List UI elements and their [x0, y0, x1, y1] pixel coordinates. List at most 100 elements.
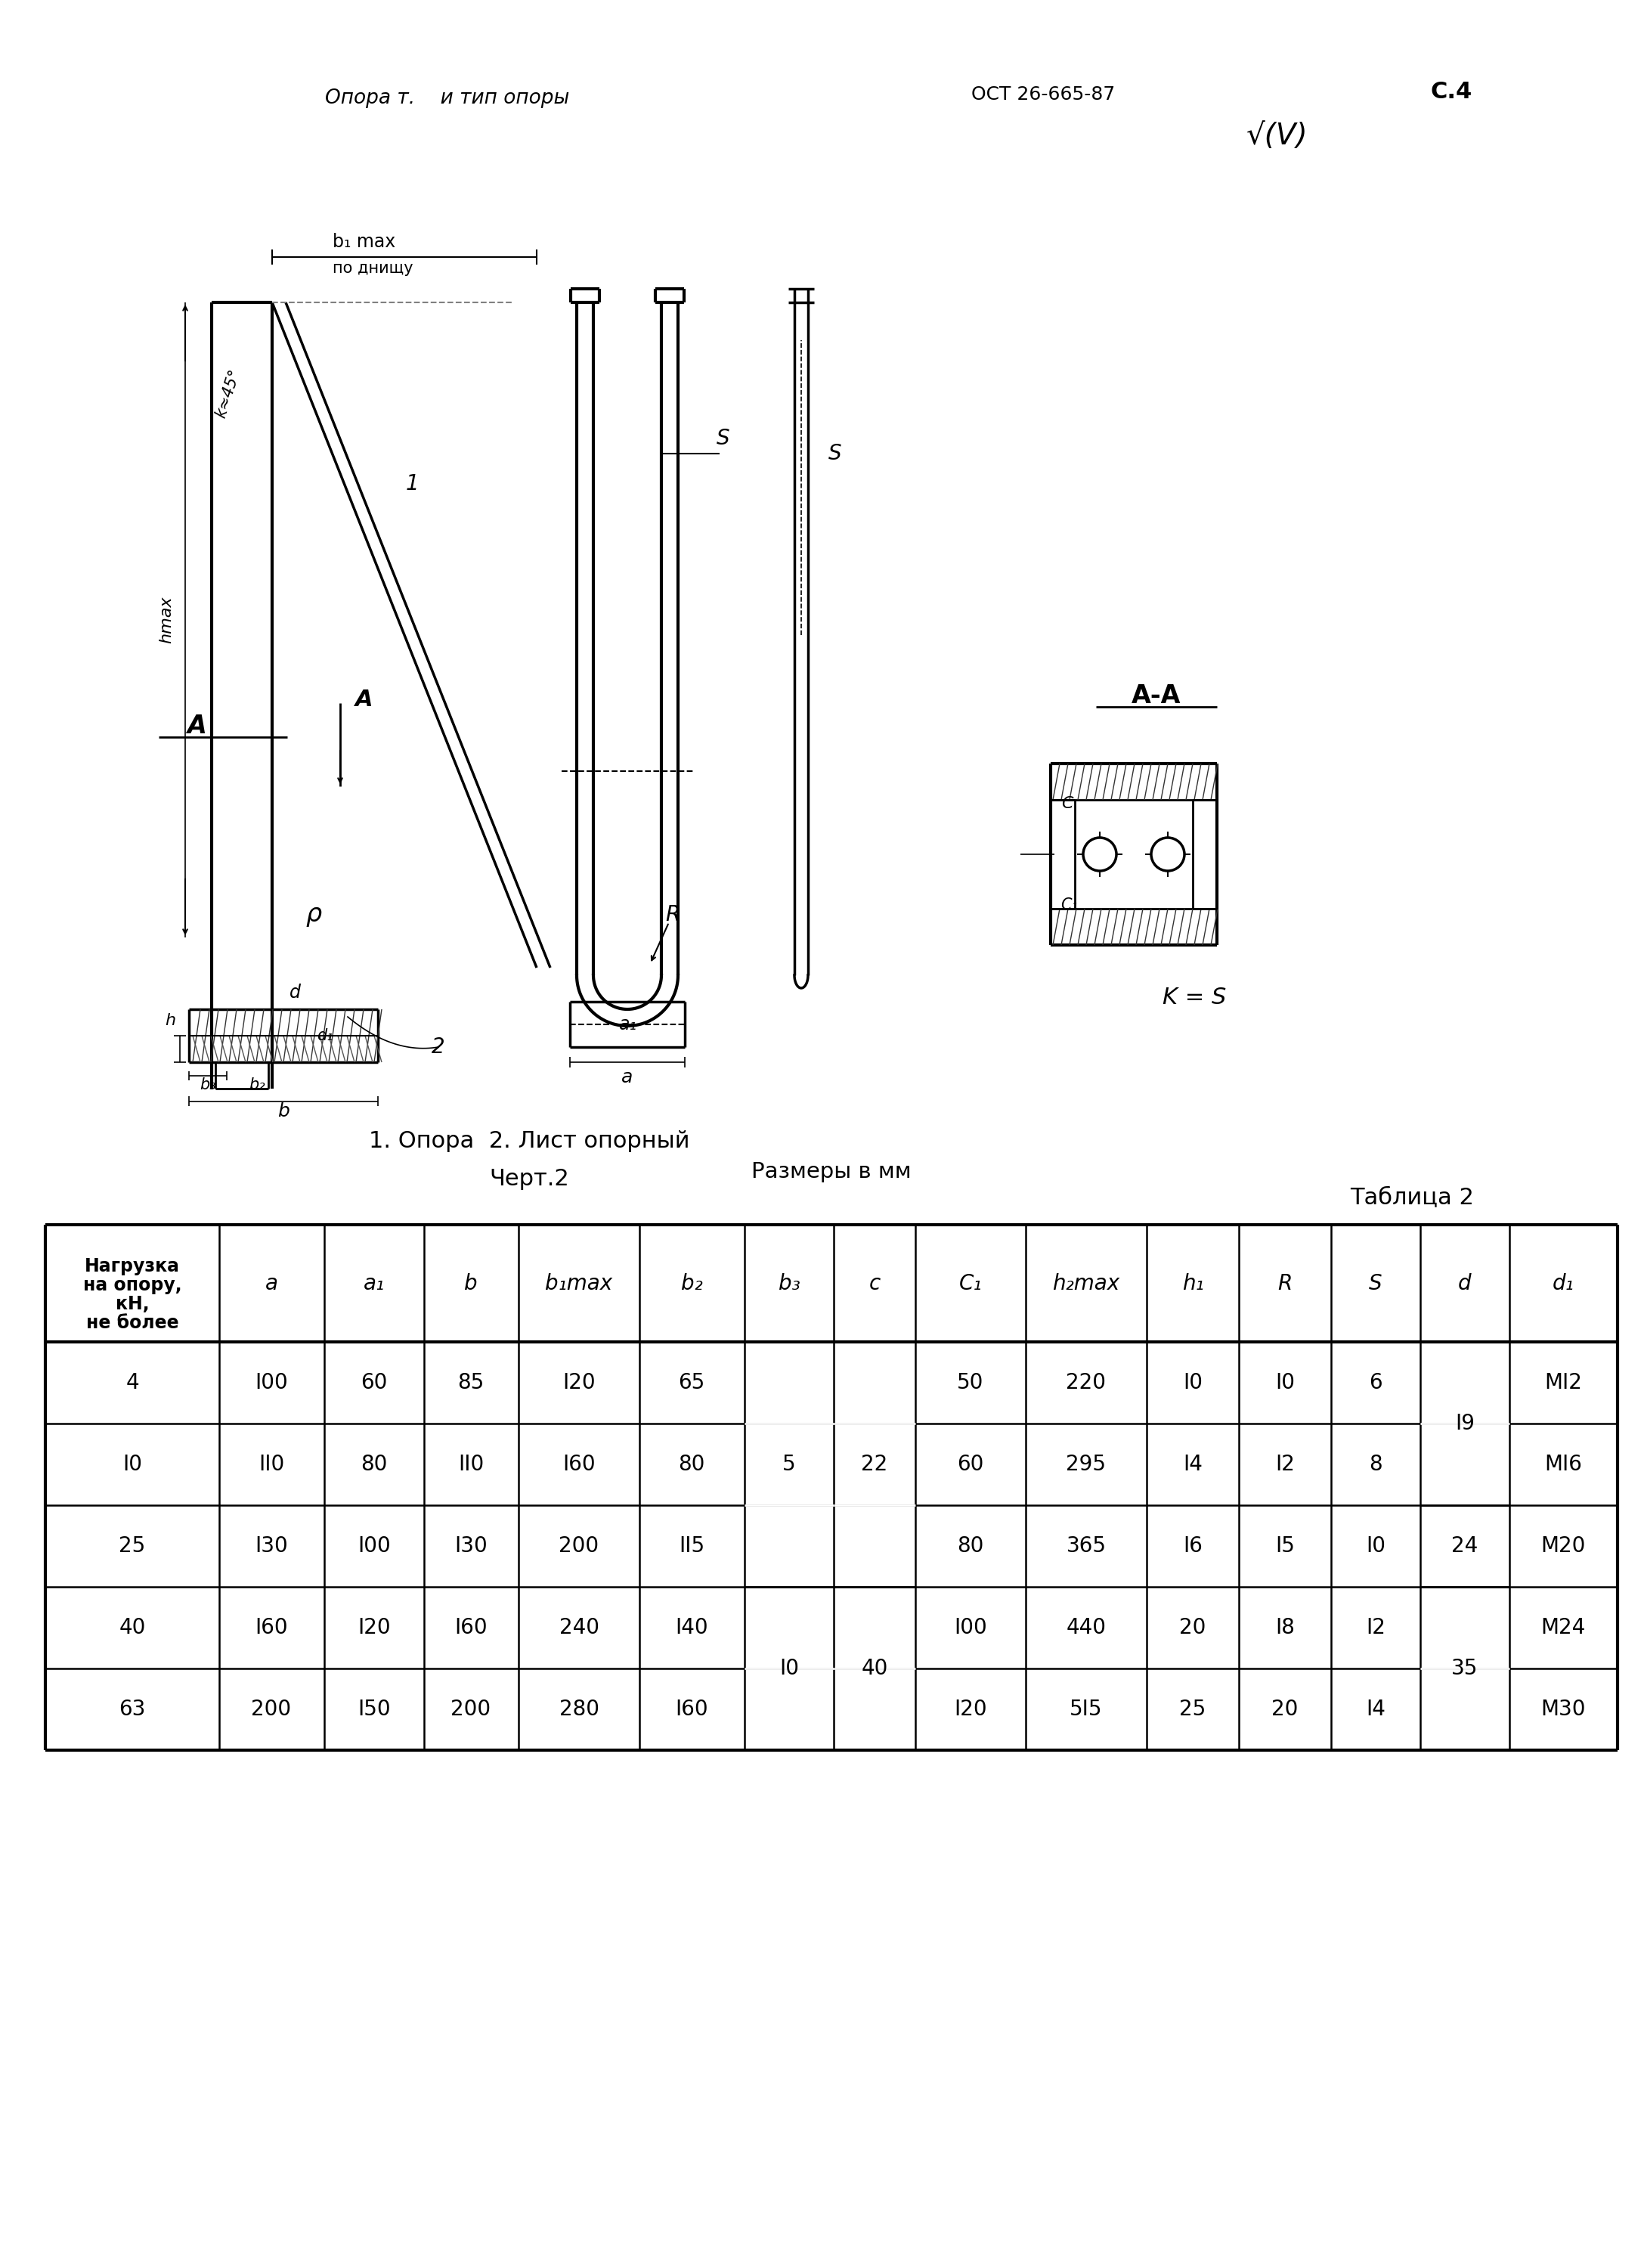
Text: 200: 200: [252, 1699, 291, 1719]
Text: C₁: C₁: [958, 1272, 981, 1295]
Text: a₁: a₁: [618, 1016, 636, 1034]
Text: c: c: [868, 1272, 880, 1295]
Text: M24: M24: [1540, 1617, 1585, 1637]
Text: I60: I60: [454, 1617, 487, 1637]
Text: Нагрузка: Нагрузка: [84, 1256, 179, 1275]
Text: Опора т.    и тип опоры: Опора т. и тип опоры: [326, 88, 569, 109]
Text: I00: I00: [255, 1372, 288, 1393]
Text: h₁: h₁: [1182, 1272, 1203, 1295]
Text: 1. Опора  2. Лист опорный: 1. Опора 2. Лист опорный: [368, 1132, 689, 1152]
Text: I50: I50: [358, 1699, 391, 1719]
Text: С.4: С.4: [1430, 82, 1471, 102]
Text: M30: M30: [1540, 1699, 1585, 1719]
Text: 80: 80: [679, 1454, 705, 1474]
Text: MI2: MI2: [1544, 1372, 1582, 1393]
Text: Таблица 2: Таблица 2: [1350, 1188, 1475, 1209]
Text: a: a: [265, 1272, 278, 1295]
Text: 20: 20: [1271, 1699, 1299, 1719]
Text: 85: 85: [457, 1372, 485, 1393]
Text: I5: I5: [1276, 1535, 1295, 1556]
Circle shape: [1151, 837, 1184, 871]
Text: I60: I60: [562, 1454, 595, 1474]
Text: не более: не более: [85, 1313, 179, 1331]
Text: a: a: [621, 1068, 633, 1086]
Text: ρ: ρ: [306, 903, 322, 928]
Text: I20: I20: [358, 1617, 391, 1637]
Text: I9: I9: [1455, 1413, 1475, 1433]
Text: 200: 200: [559, 1535, 598, 1556]
Text: I00: I00: [358, 1535, 391, 1556]
Text: 40: 40: [861, 1658, 888, 1678]
Text: 2: 2: [432, 1036, 446, 1057]
Text: I0: I0: [122, 1454, 141, 1474]
Text: I60: I60: [676, 1699, 709, 1719]
Text: 200: 200: [450, 1699, 492, 1719]
Text: 8: 8: [1369, 1454, 1383, 1474]
Text: b₃: b₃: [778, 1272, 801, 1295]
Text: I6: I6: [1184, 1535, 1202, 1556]
Text: 22: 22: [861, 1454, 888, 1474]
Text: 240: 240: [559, 1617, 598, 1637]
Text: 24: 24: [1452, 1535, 1478, 1556]
Text: I4: I4: [1366, 1699, 1386, 1719]
Text: I0: I0: [1276, 1372, 1295, 1393]
Text: S: S: [717, 429, 730, 449]
Text: II0: II0: [258, 1454, 284, 1474]
Text: I0: I0: [779, 1658, 799, 1678]
Text: a₁: a₁: [363, 1272, 385, 1295]
Text: h: h: [164, 1014, 176, 1027]
Text: I0: I0: [1184, 1372, 1202, 1393]
Text: 5I5: 5I5: [1070, 1699, 1103, 1719]
Text: b₃: b₃: [199, 1077, 215, 1093]
Text: 65: 65: [679, 1372, 705, 1393]
Text: I40: I40: [676, 1617, 709, 1637]
Text: C: C: [1062, 796, 1074, 812]
Text: b: b: [464, 1272, 477, 1295]
Text: А-А: А-А: [1131, 683, 1182, 708]
Text: по днищу: по днищу: [332, 261, 413, 277]
Text: S: S: [1369, 1272, 1383, 1295]
Text: k≈45°: k≈45°: [214, 367, 243, 420]
Text: M20: M20: [1540, 1535, 1585, 1556]
Text: b₁ max: b₁ max: [332, 234, 396, 252]
Text: А: А: [355, 689, 373, 710]
Text: ОСТ 26-665-87: ОСТ 26-665-87: [972, 86, 1115, 104]
Text: I8: I8: [1276, 1617, 1295, 1637]
Text: 20: 20: [1179, 1617, 1207, 1637]
Text: 25: 25: [118, 1535, 146, 1556]
Text: II5: II5: [679, 1535, 705, 1556]
Text: 80: 80: [360, 1454, 388, 1474]
Text: d₁: d₁: [317, 1027, 334, 1043]
Text: I20: I20: [562, 1372, 595, 1393]
Text: I4: I4: [1184, 1454, 1202, 1474]
Text: 60: 60: [957, 1454, 983, 1474]
Text: 440: 440: [1067, 1617, 1106, 1637]
Text: I2: I2: [1276, 1454, 1295, 1474]
Text: 220: 220: [1067, 1372, 1106, 1393]
Text: C₁: C₁: [1060, 898, 1078, 912]
Text: b: b: [278, 1102, 289, 1120]
Text: 365: 365: [1067, 1535, 1106, 1556]
Text: А: А: [187, 712, 206, 739]
Text: d: d: [289, 984, 301, 1002]
Text: Черт.2: Черт.2: [490, 1168, 569, 1191]
Text: MI6: MI6: [1544, 1454, 1582, 1474]
Text: I0: I0: [1366, 1535, 1386, 1556]
Text: 60: 60: [360, 1372, 388, 1393]
Text: 63: 63: [118, 1699, 146, 1719]
Text: I2: I2: [1366, 1617, 1386, 1637]
Text: R: R: [1277, 1272, 1292, 1295]
Text: R: R: [666, 905, 681, 925]
Text: d₁: d₁: [1552, 1272, 1573, 1295]
Text: I00: I00: [954, 1617, 986, 1637]
Text: I60: I60: [255, 1617, 288, 1637]
Text: b₁max: b₁max: [546, 1272, 613, 1295]
Text: 40: 40: [118, 1617, 146, 1637]
Text: I30: I30: [454, 1535, 487, 1556]
Text: S: S: [829, 442, 842, 465]
Text: 25: 25: [1179, 1699, 1207, 1719]
Text: 4: 4: [125, 1372, 140, 1393]
Text: I30: I30: [255, 1535, 288, 1556]
Text: 5: 5: [783, 1454, 796, 1474]
Text: b₂: b₂: [248, 1077, 265, 1093]
